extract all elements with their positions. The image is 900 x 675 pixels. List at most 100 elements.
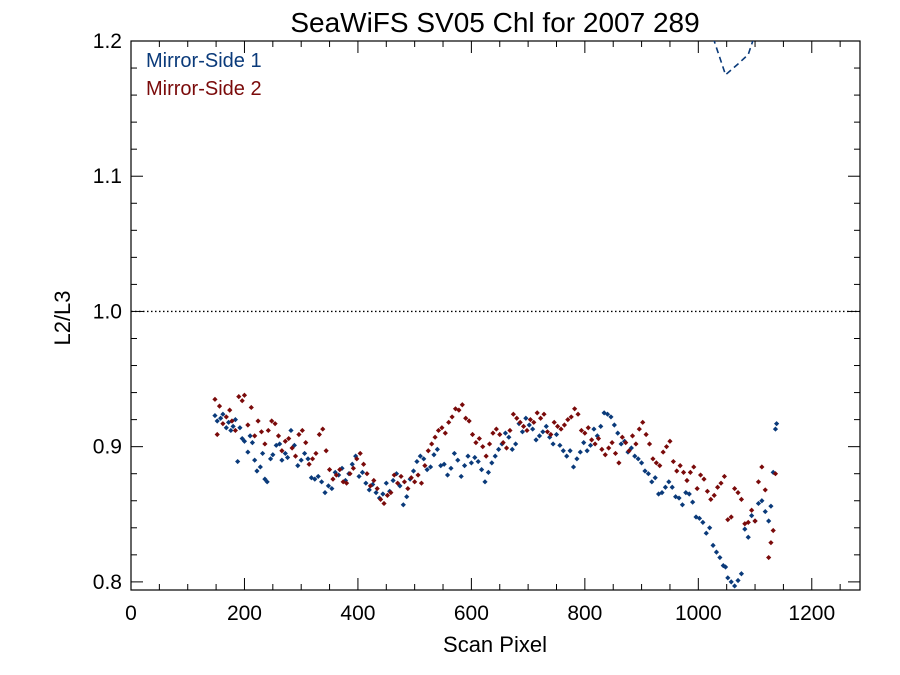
series-mirror-side-2-point xyxy=(378,496,384,503)
series-mirror-side-2-point xyxy=(595,435,602,442)
series-mirror-side-1-point xyxy=(496,446,502,452)
series-mirror-side-2-point xyxy=(364,471,370,477)
series-mirror-side-1-point xyxy=(417,453,423,459)
series-mirror-side-2-point xyxy=(459,402,465,408)
series-mirror-side-1-point xyxy=(319,479,325,485)
series-mirror-side-2-point xyxy=(538,415,544,421)
series-mirror-side-2-point xyxy=(340,479,346,485)
series-mirror-side-2-point xyxy=(337,467,343,473)
series-mirror-side-2-point xyxy=(269,418,275,424)
series-mirror-side-2-point xyxy=(691,464,697,470)
series-mirror-side-2-point xyxy=(510,411,516,417)
series-mirror-side-1-point xyxy=(536,433,543,439)
series-mirror-side-1-point xyxy=(329,485,335,492)
series-mirror-side-1-point xyxy=(526,422,532,428)
series-mirror-side-2-point xyxy=(463,415,469,421)
series-mirror-side-1-point xyxy=(431,452,437,458)
series-mirror-side-1-point xyxy=(421,456,427,462)
series-mirror-side-1-point xyxy=(713,549,720,555)
series-mirror-side-2-point xyxy=(623,440,629,446)
series-mirror-side-1-point xyxy=(722,564,729,570)
series-mirror-side-2-point xyxy=(768,540,774,546)
series-mirror-side-2-point xyxy=(320,426,326,432)
series-mirror-side-1-point xyxy=(553,431,560,438)
series-mirror-side-2-point xyxy=(316,431,322,438)
series-mirror-side-1-point xyxy=(239,435,245,442)
y-axis-label: L2/L3 xyxy=(50,290,75,345)
series-mirror-side-2-point xyxy=(541,411,547,417)
series-mirror-side-1-point xyxy=(451,450,457,457)
series-mirror-side-1-point xyxy=(468,460,474,466)
series-mirror-side-1-point xyxy=(282,450,288,457)
series-mirror-side-2-point xyxy=(650,456,656,462)
y-tick-label: 0.8 xyxy=(93,571,122,594)
series-mirror-side-1-point xyxy=(232,417,238,423)
series-mirror-side-2-point xyxy=(667,438,673,444)
series-mirror-side-1-point xyxy=(577,449,583,455)
series-mirror-side-2-point xyxy=(299,427,305,434)
series-mirror-side-2-point xyxy=(514,415,520,421)
series-mirror-side-1-point xyxy=(485,469,492,475)
series-mirror-side-2-point xyxy=(469,431,476,438)
series-mirror-side-2-point xyxy=(480,444,486,450)
series-mirror-side-2-point xyxy=(708,496,714,503)
series-mirror-side-1-point xyxy=(598,423,604,429)
series-mirror-side-1-point xyxy=(732,583,738,589)
series-mirror-side-2-point xyxy=(738,496,745,503)
series-mirror-side-1-point xyxy=(683,490,689,496)
series-mirror-side-2-point xyxy=(653,460,659,466)
series-mirror-side-2-point xyxy=(752,518,758,524)
series-mirror-side-1-point xyxy=(742,526,748,532)
series-mirror-side-2-point xyxy=(313,450,319,457)
series-mirror-side-1-point xyxy=(373,490,379,496)
y-tick-label: 1.0 xyxy=(93,300,122,323)
series-mirror-side-1-point xyxy=(564,453,570,459)
series-mirror-side-2-point xyxy=(223,414,229,420)
series-mirror-side-1-point xyxy=(703,530,709,536)
series-mirror-side-2-point xyxy=(572,406,578,412)
series-mirror-side-2-point xyxy=(367,483,374,489)
series-mirror-side-2-point xyxy=(279,448,285,454)
series-mirror-side-2-point xyxy=(697,472,704,478)
series-mirror-side-1-point xyxy=(380,491,386,497)
series-mirror-side-1-point xyxy=(252,457,258,463)
series-mirror-side-1-point xyxy=(523,415,529,421)
series-mirror-side-1-point xyxy=(772,426,779,432)
series-mirror-side-2-point xyxy=(239,398,245,404)
series-mirror-side-2-point xyxy=(503,445,510,451)
series-mirror-side-1-point xyxy=(652,475,658,481)
series-mirror-side-1-point xyxy=(676,495,682,501)
series-mirror-side-1-point xyxy=(249,440,256,446)
series-mirror-side-1-point xyxy=(465,453,471,459)
series-mirror-side-1-point xyxy=(759,498,765,504)
series-mirror-side-1-point xyxy=(540,429,546,435)
series-mirror-side-1-point xyxy=(247,433,253,439)
series-mirror-side-2-point xyxy=(558,426,564,432)
series-mirror-side-2-point xyxy=(374,485,380,492)
series-mirror-side-2-point xyxy=(606,445,612,451)
series-mirror-side-2-point xyxy=(343,480,350,486)
series-mirror-side-1-point xyxy=(591,426,597,432)
series-mirror-side-2-point xyxy=(745,519,751,525)
x-tick-label: 1000 xyxy=(675,602,722,625)
series-mirror-side-1-point xyxy=(728,579,734,585)
series-mirror-side-2-point xyxy=(721,473,728,480)
series-mirror-side-2-point xyxy=(384,492,391,498)
series-mirror-side-1-point xyxy=(570,464,577,470)
series-mirror-side-2-point xyxy=(401,479,408,485)
series-mirror-side-1-point xyxy=(679,502,686,508)
series-mirror-side-2-point xyxy=(646,441,653,447)
series-mirror-side-1-point xyxy=(530,426,536,432)
series-mirror-side-1-point xyxy=(397,483,403,489)
series-mirror-side-1-point xyxy=(604,411,611,417)
x-tick-label: 1200 xyxy=(788,602,835,625)
series-mirror-side-2-point xyxy=(422,462,428,469)
series-mirror-side-2-point xyxy=(425,448,431,454)
series-mirror-side-2-point xyxy=(371,477,377,484)
series-mirror-side-2-point xyxy=(612,450,619,457)
series-mirror-side-1-point xyxy=(696,515,703,521)
series-mirror-side-1-point xyxy=(214,418,220,424)
series-mirror-side-1-point xyxy=(519,429,526,435)
series-mirror-side-1-point xyxy=(218,415,224,421)
series-mirror-side-1-point xyxy=(279,457,285,463)
